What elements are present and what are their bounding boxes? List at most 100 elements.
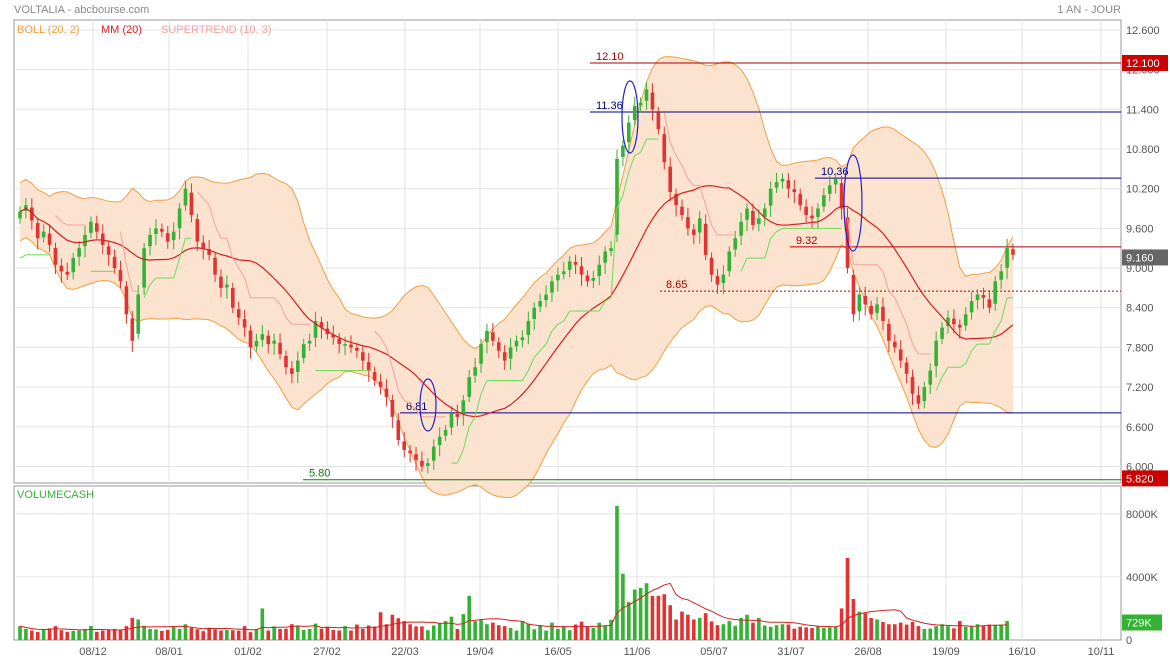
legend: BOLL (20, 2) MM (20) SUPERTREND (10, 3) xyxy=(17,24,271,36)
supertrend-segment xyxy=(616,195,624,209)
date-tick-label: 19/09 xyxy=(932,646,960,658)
volume-bar xyxy=(561,626,566,640)
volume-bar xyxy=(768,626,773,640)
candle-body xyxy=(727,251,732,272)
volume-average-line xyxy=(19,582,1008,631)
volume-bar xyxy=(414,626,418,640)
volume-bar xyxy=(904,624,909,640)
candle-body xyxy=(591,277,596,281)
volume-bar xyxy=(313,623,318,640)
candle-body xyxy=(71,258,75,273)
candle-body xyxy=(857,294,862,312)
volume-bar xyxy=(656,595,661,640)
candle-body xyxy=(567,261,572,270)
candle-body xyxy=(467,377,472,397)
bollinger-fill xyxy=(20,56,1013,498)
candle-body xyxy=(768,188,773,206)
candle-body xyxy=(337,338,341,345)
volume-bar xyxy=(41,629,46,640)
volume-bar xyxy=(59,630,64,640)
volume-bar xyxy=(585,626,590,640)
supertrend-segment xyxy=(244,277,251,298)
supertrend-segment xyxy=(380,337,387,348)
volume-bar xyxy=(638,587,643,640)
date-tick-label: 05/07 xyxy=(700,646,728,658)
date-tick-label: 08/01 xyxy=(155,646,183,658)
supertrend-segment xyxy=(965,350,973,365)
candle-body xyxy=(30,207,34,221)
supertrend-segment xyxy=(202,198,210,206)
volume-bar xyxy=(53,626,58,640)
supertrend-segment xyxy=(622,172,630,196)
volume-bar xyxy=(355,624,359,640)
candle-body xyxy=(674,193,678,206)
volume-bar xyxy=(538,625,542,640)
supertrend-segment xyxy=(894,297,902,312)
volume-bar xyxy=(160,630,164,640)
volume-bar xyxy=(609,619,613,640)
candle-body xyxy=(83,234,87,247)
highlight-ellipse xyxy=(621,80,639,154)
volume-bar xyxy=(183,624,188,640)
panel-frames xyxy=(13,19,1122,641)
candle-body xyxy=(774,182,779,188)
candle-body xyxy=(142,248,146,288)
candle-body xyxy=(77,248,81,257)
volume-bar xyxy=(692,619,696,640)
candle-body xyxy=(260,334,265,340)
volume-label: VOLUMECASH xyxy=(17,489,94,501)
volume-bar xyxy=(603,625,607,640)
supertrend-segment xyxy=(941,366,949,378)
candle-body xyxy=(863,295,868,305)
candle-body xyxy=(715,276,720,285)
volume-bar xyxy=(455,628,460,640)
supertrend-segment xyxy=(374,330,381,338)
volume-bar xyxy=(792,628,797,640)
candle-body xyxy=(372,372,377,381)
candle-body xyxy=(136,294,141,334)
level-label: 5.80 xyxy=(309,468,330,480)
volume-bar xyxy=(615,505,619,640)
candle-body xyxy=(213,257,217,275)
candle-body xyxy=(207,249,211,255)
candle-body xyxy=(686,217,690,229)
supertrend-segment xyxy=(988,330,996,345)
candle-body xyxy=(721,274,726,284)
candle-body xyxy=(165,233,170,242)
legend-supertrend: SUPERTREND (10, 3) xyxy=(161,24,271,36)
axes: 12.60012.00011.40010.80010.2009.6009.000… xyxy=(79,25,1159,658)
supertrend-segment xyxy=(604,297,612,302)
volume-bar xyxy=(502,626,507,640)
volume-bar xyxy=(892,624,897,640)
candle-body xyxy=(514,340,519,347)
volume-bar xyxy=(827,627,832,640)
volume-bar xyxy=(757,617,761,640)
volume-bar xyxy=(485,624,489,640)
candle-body xyxy=(544,294,548,301)
volume-bar xyxy=(242,626,247,640)
volume-bar xyxy=(668,605,672,640)
candle-body xyxy=(579,266,584,275)
candle-body xyxy=(816,208,820,217)
supertrend-segment xyxy=(776,227,783,233)
candle-body xyxy=(520,337,525,341)
date-tick-label: 08/12 xyxy=(79,646,107,658)
volume-bar xyxy=(201,631,206,640)
supertrend-segment xyxy=(764,238,772,259)
candle-body xyxy=(538,301,542,307)
volume-bar xyxy=(77,630,81,640)
level-label: 12.10 xyxy=(596,51,624,63)
supertrend-segment xyxy=(462,426,470,451)
volume-bar xyxy=(881,622,885,640)
candle-body xyxy=(952,318,956,325)
volume-tick-label: 4000K xyxy=(1126,572,1158,584)
candle-body xyxy=(183,188,188,206)
candle-body xyxy=(290,368,294,374)
candle-body xyxy=(526,320,531,336)
candle-body xyxy=(668,166,672,192)
candle-body xyxy=(343,344,347,346)
volume-bar xyxy=(195,629,200,640)
volume-bar xyxy=(219,630,223,640)
volume-panel-frame xyxy=(13,485,1122,641)
volume-bar xyxy=(124,626,129,640)
